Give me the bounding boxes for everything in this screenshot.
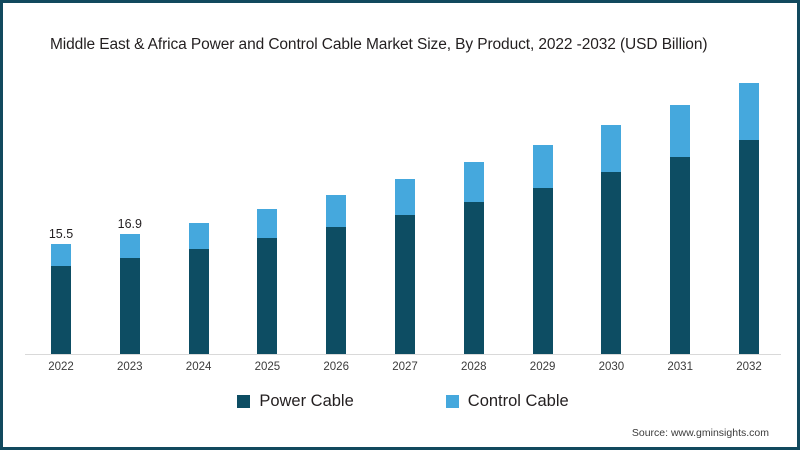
bar-segment-control-cable[interactable] (463, 162, 484, 202)
x-axis-tick-2029: 2029 (529, 361, 556, 373)
legend-label-power-cable: Power Cable (259, 392, 354, 410)
x-axis-tick-2025: 2025 (254, 361, 281, 373)
bar-segment-control-cable[interactable] (257, 208, 278, 239)
x-axis-tick-2032: 2032 (736, 361, 762, 373)
bar-segment-power-cable[interactable] (532, 187, 553, 355)
bar-segment-control-cable[interactable] (119, 234, 140, 259)
x-axis-tick-2024: 2024 (185, 361, 212, 373)
bar-segment-control-cable[interactable] (51, 244, 71, 267)
bar-segment-power-cable[interactable] (326, 226, 347, 355)
bar-segment-power-cable[interactable] (739, 139, 759, 355)
bar-segment-power-cable[interactable] (257, 238, 278, 355)
bar-segment-control-cable[interactable] (601, 125, 622, 173)
plot-area: 15.5 16.9 (25, 83, 781, 355)
legend-item-power-cable[interactable]: Power Cable (237, 392, 354, 411)
bar-segment-power-cable[interactable] (601, 172, 622, 355)
x-axis-tick-2028: 2028 (461, 361, 487, 373)
bar-segment-control-cable[interactable] (395, 178, 415, 215)
x-axis-tick-2023: 2023 (117, 361, 143, 373)
bar-segment-power-cable[interactable] (463, 201, 484, 355)
chart-title: Middle East & Africa Power and Control C… (50, 36, 708, 53)
bar-value-label: 15.5 (48, 227, 74, 242)
bar-value-label: 16.9 (117, 217, 142, 232)
legend-label-control-cable: Control Cable (467, 392, 569, 410)
x-axis-tick-2027: 2027 (392, 361, 418, 373)
bar-segment-control-cable[interactable] (188, 222, 209, 250)
bar-segment-control-cable[interactable] (739, 83, 759, 140)
bar-segment-control-cable[interactable] (532, 144, 553, 188)
bar-segment-control-cable[interactable] (326, 194, 347, 227)
x-axis-tick-2026: 2026 (323, 361, 349, 373)
bar-stack[interactable] (188, 222, 209, 355)
x-axis-tick-2022: 2022 (48, 361, 74, 373)
legend-swatch-control-cable (445, 395, 459, 408)
bar-segment-power-cable[interactable] (51, 266, 71, 355)
legend-item-control-cable[interactable]: Control Cable (445, 392, 569, 411)
x-axis-tick-2030: 2030 (598, 361, 625, 373)
bar-stack[interactable]: 15.5 (49, 227, 73, 355)
bar-stack[interactable] (739, 83, 759, 355)
bar-stack[interactable] (601, 125, 622, 355)
x-axis-line (25, 354, 781, 355)
bar-segment-power-cable[interactable] (119, 258, 140, 355)
bar-stack[interactable] (257, 208, 278, 355)
bar-stack[interactable] (670, 105, 691, 355)
bar-stack[interactable] (532, 144, 553, 355)
bar-stack[interactable]: 16.9 (118, 217, 142, 355)
chart-legend: Power Cable Control Cable (3, 392, 797, 411)
bar-stack[interactable] (463, 162, 484, 355)
bar-segment-power-cable[interactable] (670, 156, 691, 355)
bar-segment-power-cable[interactable] (395, 214, 415, 355)
bar-segment-power-cable[interactable] (188, 249, 209, 355)
bar-stack[interactable] (326, 194, 347, 355)
bar-segment-control-cable[interactable] (670, 105, 691, 157)
source-attribution: Source: www.gminsights.com (631, 427, 769, 439)
bar-stack[interactable] (395, 178, 415, 355)
legend-swatch-power-cable (237, 395, 251, 408)
x-axis-tick-2031: 2031 (667, 361, 693, 373)
